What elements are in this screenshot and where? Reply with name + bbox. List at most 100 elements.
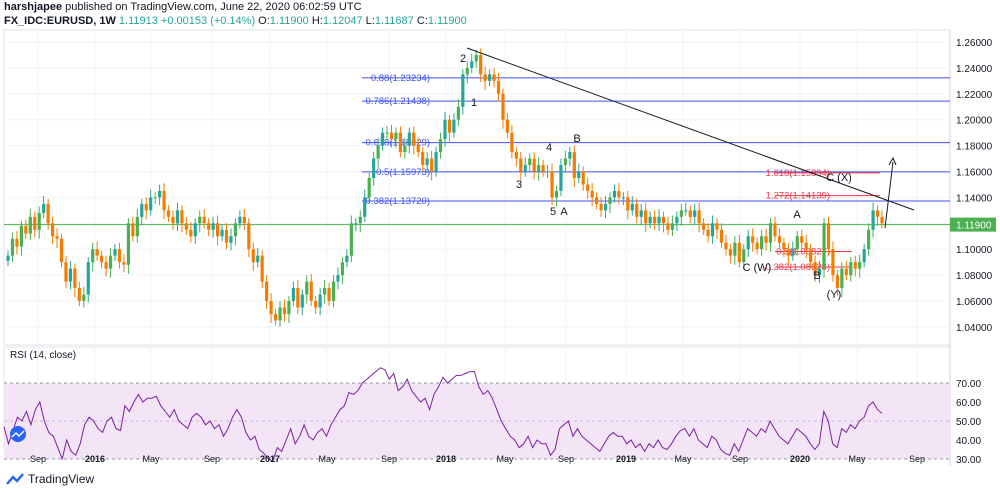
candle-body [800, 236, 804, 243]
price-tick-label: 1.24000 [956, 64, 993, 75]
candle-body [372, 158, 376, 178]
candle-body [545, 171, 550, 173]
wave-label: 2 [460, 53, 466, 65]
rsi-tick-label: 30.00 [956, 455, 981, 466]
projection-arrow [884, 161, 894, 229]
time-tick-label: 2020 [790, 454, 810, 464]
candle-body [523, 165, 527, 172]
time-tick-label: 2016 [85, 454, 105, 464]
candle-body [760, 236, 764, 250]
author-name[interactable]: harshjapee [4, 1, 63, 13]
candles [6, 48, 884, 327]
candle-body [33, 216, 37, 230]
candle-body [269, 301, 273, 314]
candle-body [6, 255, 10, 261]
wave-label: A [560, 206, 568, 218]
candle-body [260, 255, 264, 282]
tv-badge[interactable] [10, 426, 26, 442]
candle-body [456, 106, 460, 120]
candle-body [849, 262, 853, 276]
wave-label: 3 [516, 179, 522, 191]
rsi-band [4, 382, 950, 460]
trend-line [466, 47, 915, 211]
close-value: 1.11900 [427, 15, 467, 27]
candle-body [773, 223, 777, 237]
time-tick-label: May [496, 454, 514, 464]
candle-body [777, 236, 782, 243]
rsi-tick-label: 60.00 [956, 398, 981, 409]
candle-body [211, 223, 215, 230]
candle-body [158, 190, 162, 198]
open-value: 1.11900 [269, 15, 309, 27]
candle-body [871, 210, 875, 230]
projection-arrowhead [888, 156, 897, 166]
price-pane[interactable] [3, 29, 951, 346]
candle-body [840, 268, 844, 289]
tradingview-label: TradingView [28, 472, 95, 486]
candle-body [862, 249, 866, 263]
candle-body [554, 190, 559, 198]
candle-body [149, 197, 153, 211]
candle-body [131, 223, 135, 237]
candle-body [693, 210, 697, 217]
candle-body [425, 158, 429, 166]
candle-body [702, 223, 706, 230]
time-tick-label: 2018 [436, 454, 456, 464]
candle-body [122, 262, 126, 265]
candle-body [795, 236, 799, 250]
time-tick-label: Sep [381, 454, 397, 464]
candle-body [68, 268, 73, 282]
candle-body [755, 242, 759, 250]
candle-body [447, 119, 452, 133]
candle-body [273, 313, 278, 321]
candle-body [287, 301, 291, 314]
candle-body [657, 216, 661, 224]
price-tick-label: 1.18000 [956, 142, 993, 153]
fib-label: 0.786(1.21438) [366, 96, 430, 107]
wave-label: (Y) [827, 289, 842, 301]
candle-body [742, 249, 746, 263]
tradingview-brand[interactable]: TradingView [6, 472, 94, 486]
rsi-tick-label: 50.00 [956, 417, 981, 428]
candle-body [398, 132, 403, 153]
axes: 1.26000 1.24000 1.22000 1.20000 1.18000 1.160… [30, 38, 996, 466]
candle-body [710, 223, 715, 237]
candle-body [345, 255, 349, 263]
candle-body [751, 236, 755, 243]
candle-body [193, 223, 197, 237]
price-tick-label: 1.10000 [956, 245, 993, 256]
candle-body [867, 229, 871, 250]
candle-body [91, 249, 95, 263]
candle-body [207, 223, 211, 230]
candle-body [358, 216, 362, 224]
candle-body [626, 197, 630, 211]
candle-body [487, 74, 492, 81]
candle-body [55, 236, 59, 239]
candle-body [24, 225, 28, 234]
candle-body [233, 223, 238, 237]
candle-body [461, 74, 465, 107]
candle-body [42, 203, 46, 213]
candle-body [519, 158, 523, 172]
time-tick-label: May [142, 454, 160, 464]
time-tick-label: May [674, 454, 692, 464]
tradingview-logo-icon [6, 473, 24, 485]
rsi-tick-label: 40.00 [956, 436, 981, 447]
candle-body [59, 238, 64, 263]
candle-body [644, 210, 648, 224]
wave-label: B [573, 133, 580, 145]
time-tick-label: 2017 [260, 454, 280, 464]
candle-body [95, 249, 99, 256]
rsi-tick-label: 70.00 [956, 379, 981, 390]
candle-body [764, 236, 768, 243]
candle-body [550, 171, 554, 198]
candle-body [603, 203, 608, 211]
candle-body [510, 132, 514, 153]
time-tick-label: Sep [558, 454, 574, 464]
candle-body [479, 54, 483, 75]
candle-body [403, 145, 407, 153]
candle-body [822, 223, 826, 269]
candle-body [813, 262, 817, 276]
